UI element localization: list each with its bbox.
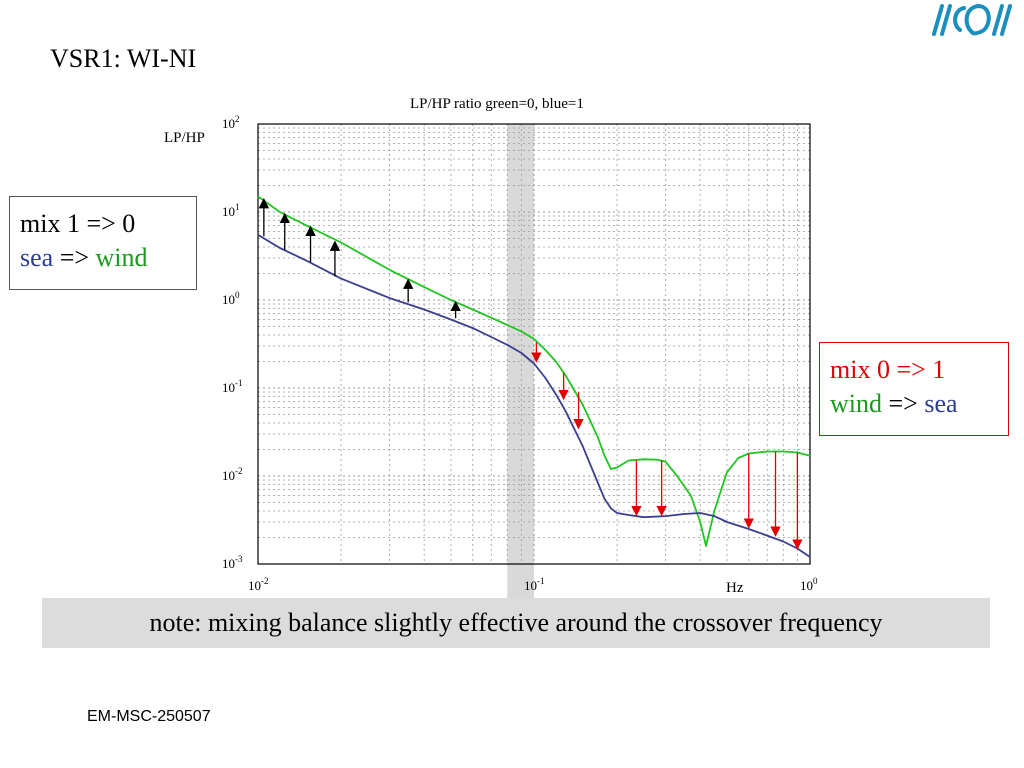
arrow-text: =>: [882, 389, 925, 418]
wind-label: wind: [95, 243, 148, 272]
arrow-text: =>: [53, 243, 96, 272]
wind-to-sea-line: wind => sea: [830, 387, 998, 421]
mix-0-to-1-label: mix 0 => 1: [830, 355, 946, 384]
y-tick-label: 10-3: [222, 554, 243, 571]
y-tick-label: 10-2: [222, 466, 243, 483]
y-axis-label: LP/HP: [164, 130, 205, 146]
note-banner: note: mixing balance slightly effective …: [42, 598, 990, 648]
sea-label: sea: [924, 389, 958, 418]
wind-label: wind: [830, 389, 882, 418]
x-tick-label: 100: [800, 576, 818, 593]
plot-frame: [257, 123, 811, 565]
slide-title: VSR1: WI-NI: [50, 44, 197, 73]
mix-0-to-1-box: mix 0 => 1 wind => sea: [819, 342, 1009, 436]
mix-1-to-0-label: mix 1 => 0: [20, 209, 136, 238]
x-axis-label: Hz: [726, 580, 744, 596]
chart-title: LP/HP ratio green=0, blue=1: [410, 96, 584, 112]
x-tick-label: 10-1: [524, 576, 545, 593]
x-tick-label: 10-2: [248, 576, 269, 593]
series-line-blue: [257, 234, 811, 558]
footer-id: EM-MSC-250507: [87, 708, 211, 725]
y-tick-label: 102: [222, 114, 240, 131]
series-line-green: [257, 195, 811, 547]
y-tick-label: 101: [222, 202, 240, 219]
virgo-logo-icon: [932, 3, 1012, 36]
crossover-band: [507, 124, 534, 600]
y-tick-label: 100: [222, 290, 240, 307]
y-tick-label: 10-1: [222, 378, 243, 395]
sea-label: sea: [20, 243, 54, 272]
sea-to-wind-line: sea => wind: [20, 241, 186, 275]
mix-1-to-0-box: mix 1 => 0 sea => wind: [9, 196, 197, 290]
